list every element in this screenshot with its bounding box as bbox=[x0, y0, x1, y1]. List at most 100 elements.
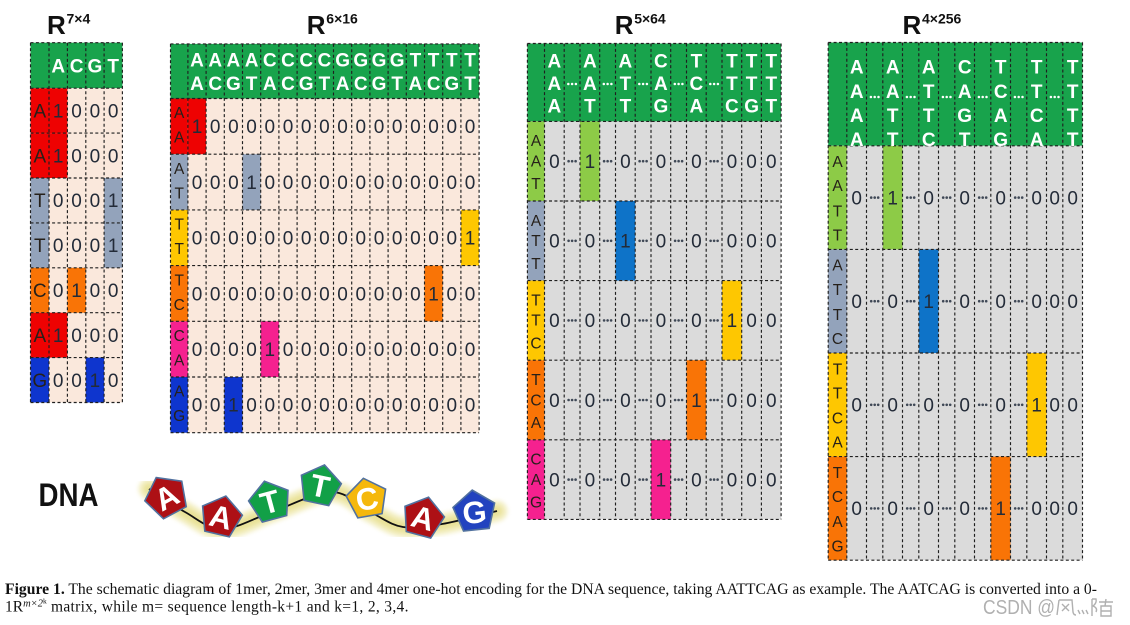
svg-text:Figure 1. The schematic diagra: Figure 1. The schematic diagram of 1mer,… bbox=[5, 581, 1097, 598]
svg-text:C: C bbox=[263, 50, 277, 71]
svg-text:G: G bbox=[654, 96, 669, 117]
svg-text:4×256: 4×256 bbox=[922, 11, 962, 27]
svg-text:C: C bbox=[427, 74, 441, 95]
svg-text:0: 0 bbox=[392, 229, 403, 250]
svg-text:0: 0 bbox=[71, 146, 82, 167]
svg-text:T: T bbox=[34, 191, 46, 212]
svg-text:0: 0 bbox=[319, 173, 330, 194]
svg-text:0: 0 bbox=[337, 173, 348, 194]
svg-text:0: 0 bbox=[746, 391, 757, 412]
svg-text:0: 0 bbox=[108, 146, 119, 167]
svg-text:R: R bbox=[903, 10, 922, 40]
svg-text:0: 0 bbox=[210, 340, 221, 361]
svg-text:0: 0 bbox=[691, 470, 702, 491]
svg-text:A: A bbox=[886, 57, 900, 78]
svg-text:0: 0 bbox=[549, 311, 560, 332]
svg-text:T: T bbox=[746, 51, 758, 72]
svg-text:0: 0 bbox=[283, 229, 294, 250]
svg-text:C: C bbox=[530, 452, 541, 469]
svg-text:0: 0 bbox=[620, 470, 631, 491]
svg-text:0: 0 bbox=[656, 152, 667, 173]
svg-text:0: 0 bbox=[1049, 396, 1060, 417]
svg-text:0: 0 bbox=[746, 152, 757, 173]
svg-text:1: 1 bbox=[923, 292, 934, 313]
svg-text:T: T bbox=[391, 74, 403, 95]
svg-text:G: G bbox=[226, 74, 241, 95]
svg-text:A: A bbox=[548, 96, 562, 117]
svg-text:0: 0 bbox=[959, 499, 970, 520]
svg-text:A: A bbox=[245, 50, 259, 71]
svg-text:0: 0 bbox=[210, 396, 221, 417]
svg-text:0: 0 bbox=[265, 229, 276, 250]
svg-text:A: A bbox=[263, 74, 277, 95]
svg-text:0: 0 bbox=[283, 117, 294, 138]
svg-text:0: 0 bbox=[549, 391, 560, 412]
svg-text:0: 0 bbox=[465, 396, 476, 417]
svg-text:T: T bbox=[531, 233, 541, 250]
svg-text:G: G bbox=[831, 538, 843, 555]
svg-text:T: T bbox=[1067, 130, 1079, 151]
svg-text:0: 0 bbox=[90, 326, 101, 347]
svg-text:T: T bbox=[1067, 82, 1079, 103]
svg-text:0: 0 bbox=[53, 191, 64, 212]
svg-text:0: 0 bbox=[374, 117, 385, 138]
svg-text:0: 0 bbox=[319, 340, 330, 361]
svg-text:T: T bbox=[410, 50, 422, 71]
svg-text:0: 0 bbox=[319, 396, 330, 417]
svg-text:A: A bbox=[832, 435, 843, 452]
svg-text:R: R bbox=[47, 10, 66, 40]
svg-text:0: 0 bbox=[108, 371, 119, 392]
svg-text:1: 1 bbox=[53, 146, 64, 167]
svg-text:T: T bbox=[464, 50, 476, 71]
svg-text:0: 0 bbox=[727, 232, 738, 253]
svg-text:0: 0 bbox=[71, 371, 82, 392]
svg-text:1: 1 bbox=[656, 470, 667, 491]
svg-text:C: C bbox=[33, 281, 47, 302]
svg-text:A: A bbox=[531, 154, 542, 171]
svg-text:0: 0 bbox=[301, 396, 312, 417]
svg-text:G: G bbox=[444, 74, 459, 95]
svg-text:0: 0 bbox=[265, 284, 276, 305]
svg-text:0: 0 bbox=[995, 188, 1006, 209]
svg-text:A: A bbox=[994, 106, 1008, 127]
svg-text:0: 0 bbox=[71, 102, 82, 123]
svg-text:0: 0 bbox=[301, 117, 312, 138]
svg-text:0: 0 bbox=[301, 173, 312, 194]
svg-text:0: 0 bbox=[192, 173, 203, 194]
svg-text:0: 0 bbox=[1067, 188, 1078, 209]
svg-text:G: G bbox=[335, 50, 350, 71]
svg-text:1: 1 bbox=[585, 152, 596, 173]
svg-text:A: A bbox=[51, 56, 65, 77]
svg-text:0: 0 bbox=[410, 173, 421, 194]
svg-text:T: T bbox=[584, 96, 596, 117]
svg-text:C: C bbox=[922, 130, 936, 151]
svg-text:T: T bbox=[531, 372, 541, 389]
svg-text:T: T bbox=[531, 176, 541, 193]
svg-text:0: 0 bbox=[337, 284, 348, 305]
svg-text:A: A bbox=[832, 514, 843, 531]
svg-text:1Rm×2k matrix, while m= seque: 1Rm×2k matrix, while m= sequence length-… bbox=[5, 597, 409, 616]
svg-text:0: 0 bbox=[923, 396, 934, 417]
svg-text:5×64: 5×64 bbox=[634, 11, 666, 27]
svg-text:G: G bbox=[461, 494, 489, 531]
svg-text:0: 0 bbox=[246, 340, 257, 361]
svg-text:0: 0 bbox=[447, 340, 458, 361]
svg-text:T: T bbox=[833, 282, 843, 299]
svg-text:0: 0 bbox=[319, 284, 330, 305]
svg-text:0: 0 bbox=[283, 173, 294, 194]
svg-text:1: 1 bbox=[428, 284, 439, 305]
svg-text:0: 0 bbox=[959, 292, 970, 313]
svg-text:T: T bbox=[174, 241, 184, 258]
svg-text:T: T bbox=[1031, 82, 1043, 103]
svg-text:0: 0 bbox=[1067, 499, 1078, 520]
svg-text:0: 0 bbox=[265, 173, 276, 194]
svg-text:T: T bbox=[246, 74, 258, 95]
svg-text:0: 0 bbox=[192, 229, 203, 250]
svg-text:C: C bbox=[530, 392, 541, 409]
svg-text:0: 0 bbox=[447, 117, 458, 138]
svg-text:C: C bbox=[299, 50, 313, 71]
svg-text:T: T bbox=[691, 51, 703, 72]
svg-text:A: A bbox=[227, 50, 241, 71]
svg-text:0: 0 bbox=[90, 191, 101, 212]
svg-text:G: G bbox=[173, 408, 185, 425]
